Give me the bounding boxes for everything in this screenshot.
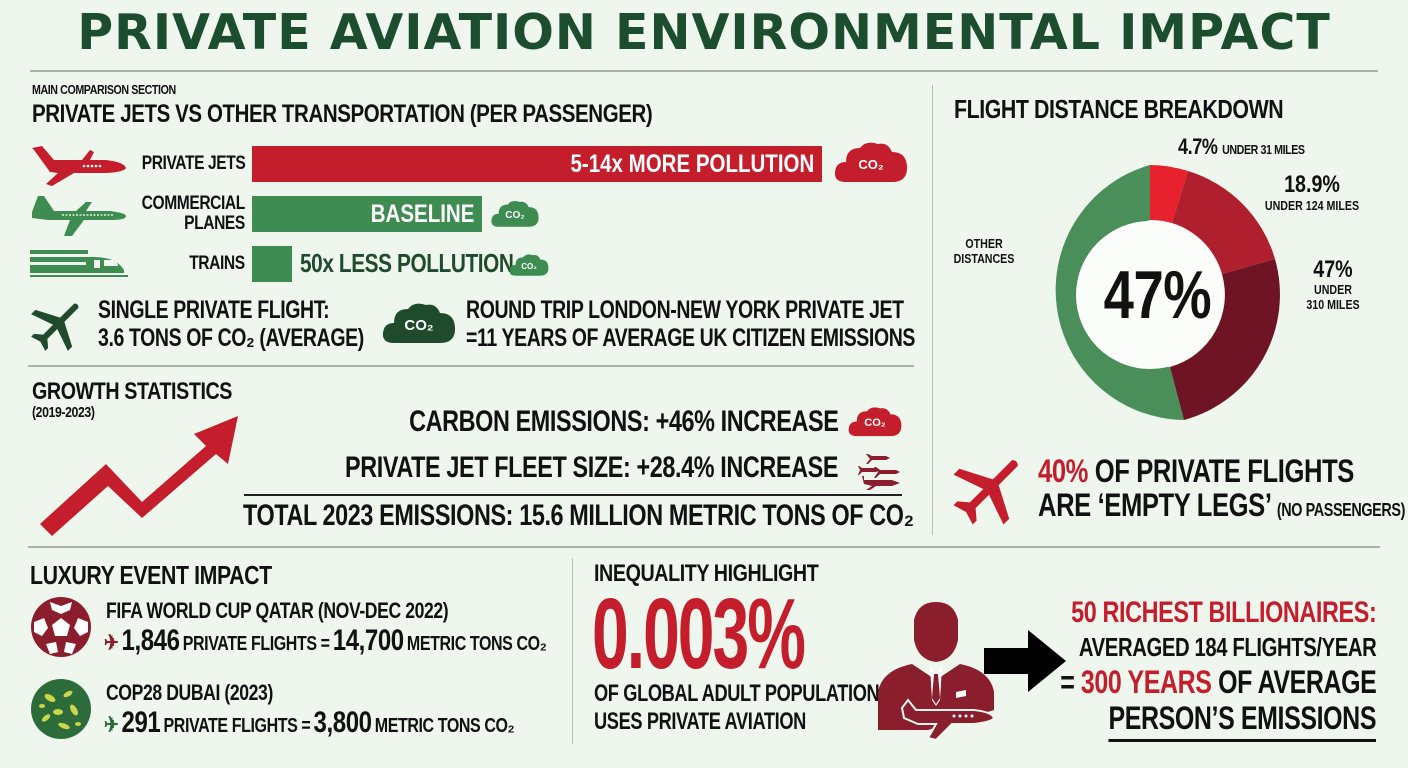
event-fifa-stats: ✈ 1,846 PRIVATE FLIGHTS = 14,700 METRIC …: [104, 624, 547, 657]
bottom-divider: [28, 546, 1380, 548]
bar-private-jets: 5-14x MORE POLLUTION: [252, 146, 822, 182]
bar-commercial-text: BASELINE: [370, 199, 474, 228]
airplane-icon: [31, 303, 79, 351]
distance-donut-chart: [1055, 165, 1280, 420]
growth-heading: GROWTH STATISTICS: [32, 378, 233, 405]
businessman-icon: [878, 602, 996, 740]
growth-fleet: PRIVATE JET FLEET SIZE: +28.4% INCREASE: [345, 451, 838, 484]
growth-years: (2019-2023): [32, 404, 95, 421]
cop28-emblem-icon: [31, 679, 91, 739]
plane-icon: ✈: [104, 630, 119, 655]
event-cop28-stats: ✈ 291 PRIVATE FLIGHTS = 3,800 METRIC TON…: [104, 706, 515, 739]
event-cop28-name: COP28 DUBAI (2023): [106, 680, 273, 705]
bottom-column-divider: [572, 558, 573, 744]
billionaires-years: = 300 YEARS OF AVERAGE: [1059, 664, 1377, 700]
label-trains: TRAINS: [189, 253, 245, 274]
growth-arrow-icon: [40, 416, 238, 536]
label-commercial-planes: COMMERCIAL PLANES: [141, 193, 246, 234]
inequality-caption: OF GLOBAL ADULT POPULATION USES PRIVATE …: [594, 680, 880, 735]
bar-trains-text: 50x LESS POLLUTION: [300, 248, 514, 278]
billionaires-flights: AVERAGED 184 FLIGHTS/YEAR: [1078, 632, 1376, 662]
growth-carbon: CARBON EMISSIONS: +46% INCREASE: [408, 405, 839, 438]
growth-underline: [244, 494, 902, 496]
soccer-ball-icon: [31, 597, 91, 657]
bar-commercial-planes: BASELINE: [252, 196, 482, 232]
billionaires-emissions: PERSON’S EMISSIONS: [1108, 700, 1376, 742]
distance-heading: FLIGHT DISTANCE BREAKDOWN: [954, 94, 1284, 124]
billionaires-heading: 50 RICHEST BILLIONAIRES:: [1070, 596, 1377, 629]
comparison-heading: PRIVATE JETS VS OTHER TRANSPORTATION (PE…: [32, 100, 653, 128]
co2-cloud-icon: CO₂: [489, 198, 541, 232]
co2-cloud-icon: CO₂: [846, 404, 904, 442]
seg2-label: 18.9% UNDER 124 MILES: [1264, 171, 1360, 214]
label-private-jets: PRIVATE JETS: [141, 153, 245, 174]
co2-cloud-icon: CO₂: [832, 138, 910, 190]
co2-cloud-icon: CO₂: [380, 298, 458, 352]
column-divider: [932, 85, 933, 535]
inequality-big-number: 0.003%: [592, 578, 806, 690]
event-fifa-name: FIFA WORLD CUP QATAR (NOV-DEC 2022): [106, 598, 449, 623]
fact-london-ny: ROUND TRIP LONDON-NEW YORK PRIVATE JET =…: [466, 296, 916, 352]
fleet-planes-icon: [858, 454, 900, 490]
title-divider: [30, 70, 1378, 72]
luxury-heading: LUXURY EVENT IMPACT: [30, 560, 272, 590]
growth-total: TOTAL 2023 EMISSIONS: 15.6 MILLION METRI…: [243, 499, 914, 532]
empty-legs-text: 40% OF PRIVATE FLIGHTS ARE ‘EMPTY LEGS’ …: [1038, 453, 1405, 523]
empty-legs-plane-icon: [953, 460, 1018, 525]
other-label: OTHER DISTANCES: [953, 236, 1015, 266]
page-title: PRIVATE AVIATION ENVIRONMENTAL IMPACT: [77, 4, 1331, 61]
seg1-label: 4.7% UNDER 31 MILES: [1178, 134, 1305, 159]
fact-single-flight: SINGLE PRIVATE FLIGHT: 3.6 TONS OF CO₂ (…: [98, 296, 364, 352]
co2-cloud-icon: CO₂: [508, 252, 550, 280]
section-label: MAIN COMPARISON SECTION: [32, 82, 176, 97]
seg3-label: 47% UNDER 310 MILES: [1306, 256, 1360, 313]
private-jet-icon: [32, 146, 126, 186]
inequality-heading: INEQUALITY HIGHLIGHT: [594, 560, 819, 587]
plane-icon: ✈: [104, 712, 119, 737]
bar-trains: [252, 246, 292, 282]
donut-center-value: 47%: [1103, 257, 1212, 333]
section-divider: [28, 365, 914, 367]
bar-private-jets-text: 5-14x MORE POLLUTION: [570, 149, 814, 178]
commercial-plane-icon: [32, 196, 126, 236]
train-icon: [30, 250, 128, 277]
right-arrow-icon: [984, 630, 1066, 692]
